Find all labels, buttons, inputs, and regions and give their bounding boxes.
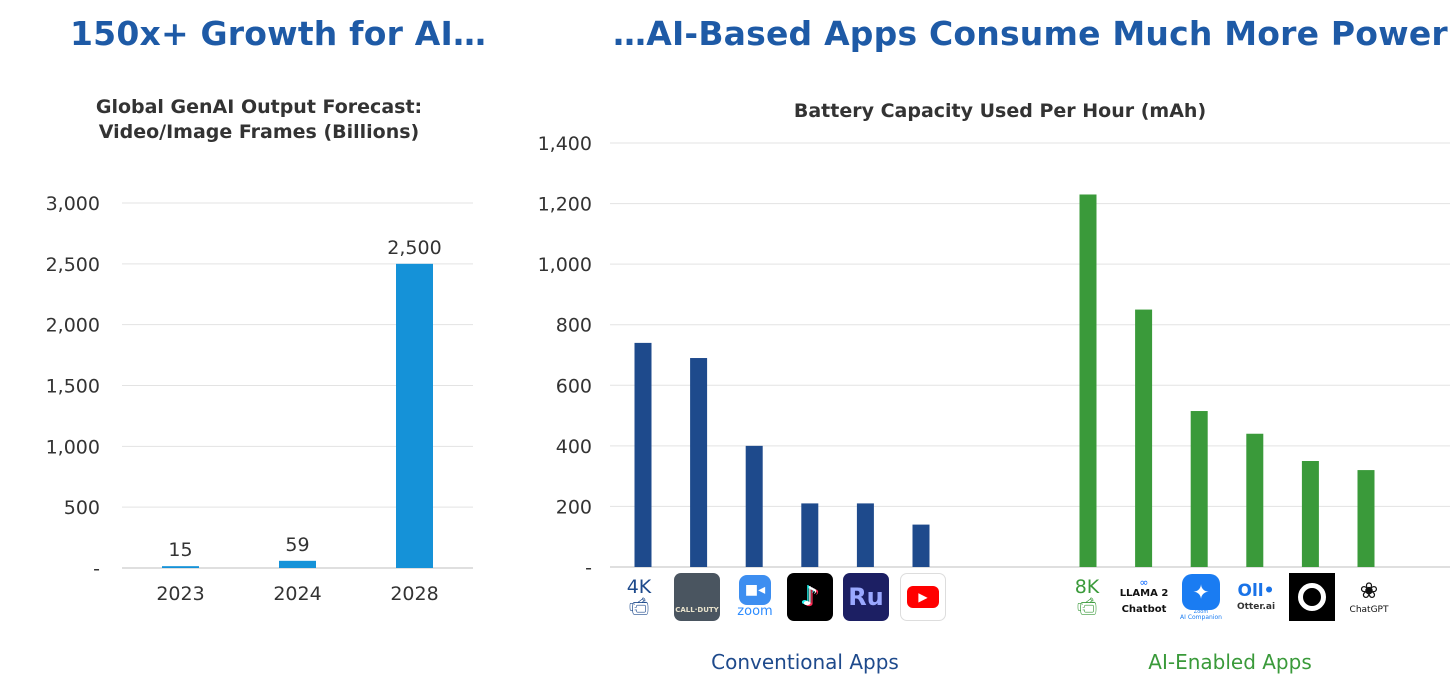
left-chart-title-line-1: Global GenAI Output Forecast:: [95, 96, 423, 118]
left-bar: [279, 560, 316, 568]
ai-app-bar: [1135, 309, 1153, 567]
right-y-tick-label: 200: [556, 496, 592, 518]
right-y-tick-label: -: [585, 557, 592, 579]
conventional-app-bar: [801, 503, 819, 567]
conventional-app-bar: [912, 524, 930, 567]
left-y-tick-label: 2,500: [46, 254, 100, 276]
left-category-label: 2024: [273, 583, 321, 605]
conventional-app-bar: [690, 358, 708, 567]
left-bar: [396, 263, 433, 568]
icon-llama-2-chatbot: ∞ LLAMA 2 Chatbot: [1116, 573, 1172, 621]
video-camera-icon: 📹︎: [628, 597, 650, 617]
right-y-tick-label: 600: [556, 375, 592, 397]
right-chart-title: Battery Capacity Used Per Hour (mAh): [793, 100, 1207, 122]
left-data-label: 2,500: [387, 237, 441, 259]
ai-app-bar: [1246, 433, 1264, 567]
premiere-rush-icon: Ru: [843, 573, 889, 621]
meta-infinity-icon: ∞: [1139, 576, 1149, 589]
label-8k: 8K: [1074, 576, 1100, 598]
left-chart-title: Global GenAI Output Forecast: Video/Imag…: [86, 95, 432, 145]
left-y-tick-label: 3,000: [46, 193, 100, 215]
chatgpt-wordmark: ChatGPT: [1349, 604, 1389, 615]
left-y-tick-label: 1,000: [46, 436, 100, 458]
llama-2-label: LLAMA 2: [1119, 588, 1169, 599]
icon-zoom-ai-companion: ✦ Zoom AI Companion: [1178, 573, 1224, 621]
left-bar: [162, 566, 199, 568]
right-y-tick-label: 1,400: [538, 133, 592, 155]
right-bar-chart: - 200 400 600 800 1,000 1,200 1,400: [538, 133, 1450, 579]
headline-right: …AI-Based Apps Consume Much More Power: [613, 14, 1448, 53]
ai-app-bar: [1357, 470, 1375, 567]
right-y-tick-label: 400: [556, 436, 592, 458]
group-label-conventional: Conventional Apps: [711, 650, 899, 674]
right-y-tick-label: 1,000: [538, 254, 592, 276]
otter-mark-icon: Oll•: [1237, 581, 1275, 601]
left-y-tick-label: 500: [64, 497, 100, 519]
otter-wordmark: Otter.ai: [1236, 602, 1276, 612]
zoom-ai-line1: Zoom: [1193, 608, 1209, 615]
icon-zoom: ■◂ zoom: [732, 573, 778, 621]
premiere-rush-text: Ru: [848, 583, 884, 611]
conventional-app-bar: [856, 503, 874, 567]
group-label-ai-enabled: AI-Enabled Apps: [1148, 650, 1312, 674]
call-of-duty-text: CALL·DUTY: [675, 606, 719, 614]
icon-otter-ai: Oll• Otter.ai: [1233, 573, 1279, 621]
left-category-label: 2023: [156, 583, 204, 605]
tiktok-note-icon: ♪: [787, 573, 833, 621]
left-y-tick-label: 1,500: [46, 376, 100, 398]
left-data-label: 59: [285, 534, 309, 556]
sparkle-icon: ✦: [1182, 573, 1220, 610]
zoom-ai-line2: AI Companion: [1180, 613, 1222, 621]
label-4k: 4K: [626, 576, 652, 598]
ai-app-bar: [1190, 411, 1208, 567]
conventional-app-bar: [745, 445, 763, 567]
chatbot-label: Chatbot: [1121, 604, 1167, 615]
left-chart-title-line-2: Video/Image Frames (Billions): [98, 121, 420, 143]
ai-app-bar: [1079, 194, 1097, 567]
left-category-label: 2028: [390, 583, 438, 605]
right-y-tick-label: 1,200: [538, 194, 592, 216]
icon-chatgpt: ❀ ChatGPT: [1346, 573, 1392, 621]
zoom-wordmark: zoom: [737, 604, 773, 619]
left-bar-chart: - 500 1,000 1,500 2,000 2,500 3,000 15 2023 59 202…: [46, 193, 473, 605]
ai-app-bar: [1301, 461, 1319, 567]
icon-4k-video: 4K 📹︎: [616, 573, 662, 621]
video-camera-icon: 📹︎: [1076, 597, 1098, 617]
right-y-tick-label: 800: [556, 315, 592, 337]
icon-8k-video: 8K 📹︎: [1064, 573, 1110, 621]
zoom-camera-icon: ■◂: [739, 575, 771, 605]
conventional-app-bar: [634, 342, 652, 567]
left-y-tick-label: 2,000: [46, 315, 100, 337]
youtube-play-icon: ▶: [900, 573, 946, 621]
openai-knot-icon: ❀: [1359, 578, 1379, 604]
call-of-duty-icon: CALL·DUTY: [674, 573, 720, 621]
ring-icon: [1289, 573, 1335, 621]
headline-left: 150x+ Growth for AI…: [70, 14, 487, 53]
left-y-tick-label: -: [93, 558, 100, 580]
left-data-label: 15: [168, 539, 192, 561]
